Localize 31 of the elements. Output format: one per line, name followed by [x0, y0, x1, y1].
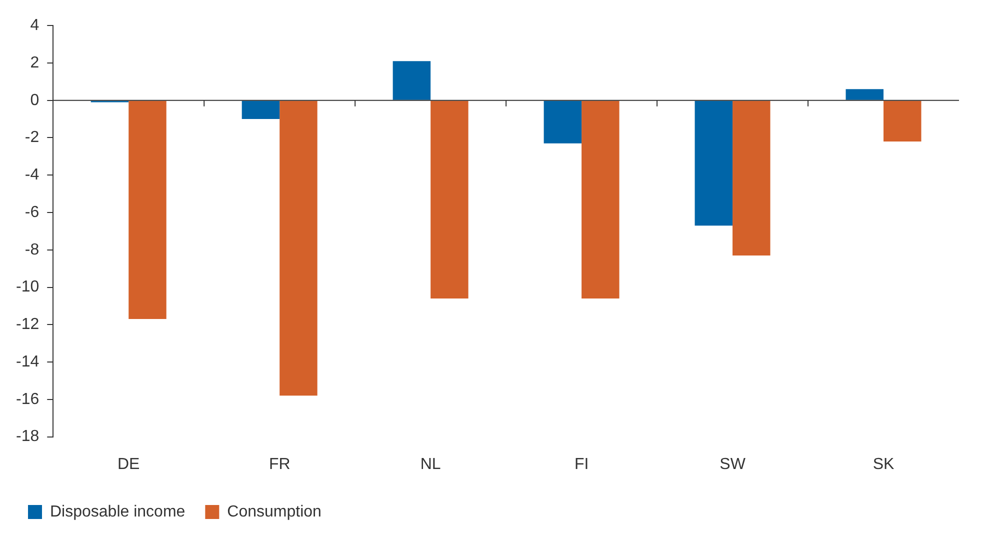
y-tick-label: -6	[24, 204, 40, 221]
y-tick-label: -4	[24, 166, 40, 184]
bar	[280, 100, 318, 396]
legend-label: Consumption	[227, 503, 322, 520]
y-tick-label: 4	[30, 17, 40, 34]
y-tick-label: -10	[16, 278, 40, 296]
bar	[242, 100, 280, 120]
bar	[392, 61, 431, 100]
y-tick-label: -14	[16, 353, 40, 370]
bar	[582, 100, 620, 298]
bar	[430, 100, 468, 298]
bar	[544, 100, 582, 144]
x-tick-label: NL	[420, 456, 441, 473]
y-tick-label: 0	[30, 92, 40, 109]
bar	[884, 100, 922, 142]
y-tick-label: 2	[30, 54, 40, 72]
y-tick-label: -18	[16, 428, 40, 446]
bar	[846, 89, 884, 100]
legend-label: Disposable income	[50, 503, 186, 520]
y-tick-label: -12	[16, 316, 40, 334]
bar	[694, 100, 733, 226]
y-tick-label: -16	[16, 390, 40, 408]
bar	[732, 100, 770, 256]
y-tick-label: -8	[24, 241, 40, 258]
bar	[128, 100, 166, 320]
y-tick-label: -2	[24, 129, 40, 146]
x-tick-label: DE	[117, 456, 140, 473]
x-tick-label: FR	[268, 456, 290, 473]
x-tick-label: SK	[872, 456, 895, 473]
x-tick-label: SW	[720, 456, 746, 473]
x-tick-label: FI	[574, 456, 589, 473]
